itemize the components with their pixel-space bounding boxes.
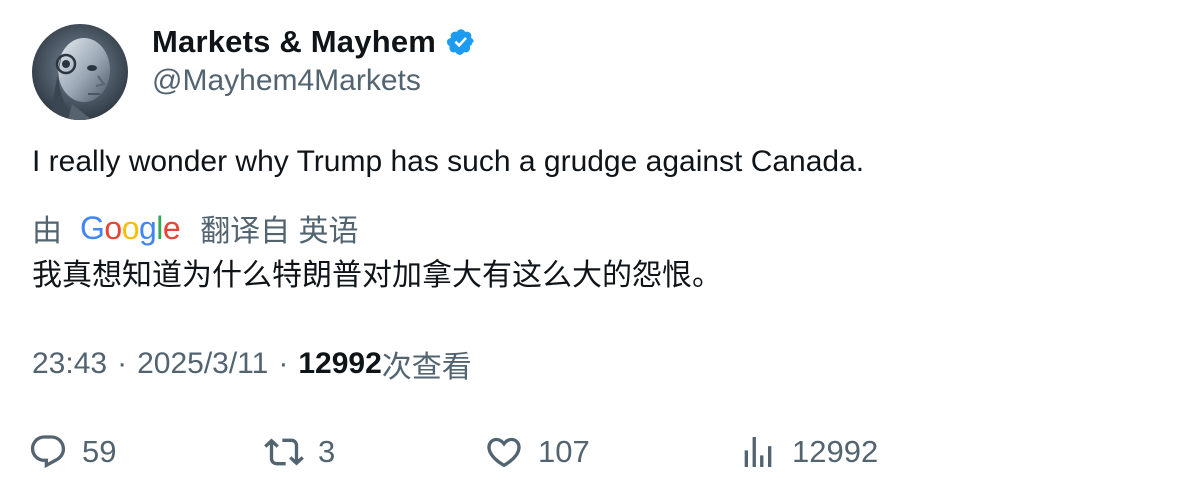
- author-name-row: Markets & Mayhem: [152, 22, 476, 62]
- google-logo-letter: g: [138, 209, 157, 246]
- retweet-icon: [264, 438, 304, 466]
- google-logo-letter: G: [80, 209, 105, 246]
- views-button[interactable]: 12992: [738, 430, 878, 474]
- bar-chart-icon: [744, 437, 772, 467]
- google-logo-letter: e: [162, 209, 181, 246]
- views-count: 12992: [298, 347, 382, 380]
- reply-count: 59: [82, 434, 117, 469]
- tweet-meta: 23:43 · 2025/3/11 · 12992 次查看: [32, 344, 472, 384]
- translation-by-label: 由: [32, 215, 62, 248]
- translated-from-label[interactable]: 翻译自 英语: [200, 215, 359, 248]
- like-count: 107: [538, 434, 590, 469]
- author-display-name[interactable]: Markets & Mayhem: [152, 24, 437, 59]
- tweet-time[interactable]: 23:43: [32, 347, 108, 380]
- tweet-date[interactable]: 2025/3/11: [137, 347, 269, 380]
- retweet-count: 3: [318, 434, 336, 469]
- robot-head-avatar-icon: [32, 24, 128, 120]
- reply-button[interactable]: 59: [28, 430, 116, 474]
- verified-badge-icon[interactable]: [446, 27, 476, 57]
- retweet-button[interactable]: 3: [264, 430, 335, 474]
- meta-separator: ·: [117, 347, 128, 380]
- author-handle[interactable]: @Mayhem4Markets: [152, 64, 421, 97]
- google-logo[interactable]: Google: [80, 209, 181, 247]
- google-logo-letter: o: [121, 209, 140, 246]
- tweet-text: I really wonder why Trump has such a gru…: [32, 145, 865, 178]
- translation-attribution: 由 Google 翻译自 英语: [32, 208, 359, 249]
- translated-tweet-text: 我真想知道为什么特朗普对加拿大有这么大的怨恨。: [32, 259, 722, 292]
- like-button[interactable]: 107: [484, 430, 590, 474]
- reply-icon: [30, 435, 66, 469]
- avatar[interactable]: [32, 24, 128, 120]
- google-logo-letter: o: [104, 209, 122, 246]
- google-logo-letter: l: [156, 209, 163, 246]
- tweet-actions: 59 3 107 12992: [28, 430, 1168, 474]
- heart-icon: [487, 437, 521, 468]
- views-label: 次查看: [381, 351, 472, 384]
- views-action-count: 12992: [792, 434, 879, 469]
- meta-separator: ·: [278, 347, 289, 380]
